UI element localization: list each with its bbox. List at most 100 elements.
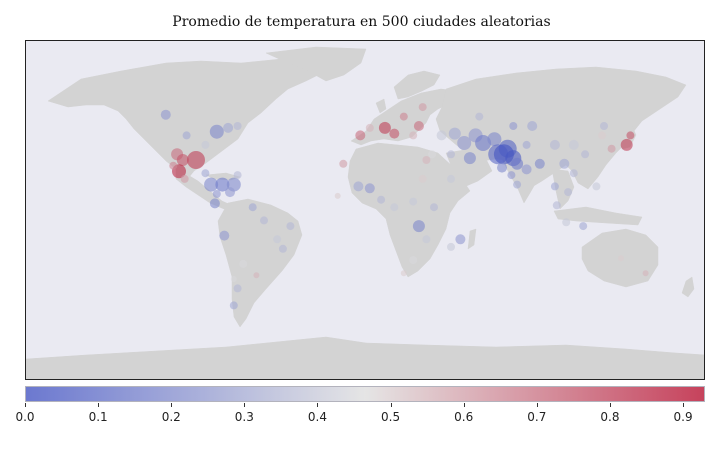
land-madagascar	[467, 228, 477, 250]
city-point	[339, 159, 348, 168]
city-point	[180, 174, 189, 183]
city-point	[448, 127, 461, 140]
colorbar-tick-label: 0.0	[15, 410, 35, 424]
city-point	[230, 276, 237, 282]
city-point	[413, 121, 424, 131]
land-africa	[347, 142, 471, 278]
colorbar-tick	[98, 403, 100, 407]
city-point	[487, 132, 502, 147]
city-point	[562, 218, 571, 227]
city-point	[521, 164, 532, 175]
city-point	[564, 188, 573, 197]
colorbar-tick	[536, 403, 538, 407]
city-point	[204, 177, 219, 192]
city-point	[534, 158, 545, 169]
city-point	[447, 150, 455, 159]
city-point	[447, 174, 455, 183]
colorbar-tick-label: 0.9	[673, 410, 693, 424]
land-arabia	[445, 148, 493, 188]
colorbar-tick-label: 0.5	[381, 410, 401, 424]
world-map	[26, 41, 704, 379]
colorbar-tick	[463, 403, 465, 407]
city-point	[626, 131, 635, 140]
colorbar-tick	[683, 403, 685, 407]
city-point	[409, 131, 418, 140]
city-point	[418, 103, 427, 112]
city-point	[364, 183, 375, 194]
city-point	[176, 154, 189, 166]
city-point	[455, 234, 466, 245]
city-point	[187, 151, 205, 169]
city-point	[527, 121, 538, 131]
city-point	[209, 124, 224, 139]
colorbar-tick	[171, 403, 173, 407]
colorbar-tick-label: 0.2	[161, 410, 181, 424]
city-point	[278, 244, 287, 253]
city-point	[233, 171, 242, 180]
city-point	[233, 122, 242, 130]
colorbar-tick	[25, 403, 26, 407]
city-point	[509, 122, 518, 130]
city-point	[219, 230, 230, 241]
city-point	[581, 150, 590, 159]
city-point	[390, 203, 399, 212]
city-point	[552, 201, 561, 210]
city-point	[334, 192, 341, 199]
map-frame	[25, 40, 705, 380]
city-point	[436, 130, 447, 141]
city-point	[233, 284, 242, 293]
city-point	[418, 174, 427, 183]
colorbar-tick-label: 0.7	[527, 410, 547, 424]
land-greenland	[265, 46, 367, 82]
city-point	[511, 157, 524, 170]
map-title: Promedio de temperatura en 500 ciudades …	[172, 14, 551, 30]
city-point	[568, 139, 579, 150]
colorbar-tick	[244, 403, 246, 407]
land-south-america	[217, 198, 303, 328]
city-point	[475, 112, 484, 121]
colorbar-tick-label: 0.6	[454, 410, 474, 424]
city-point	[475, 135, 492, 151]
city-point	[422, 235, 431, 244]
city-point	[225, 187, 235, 198]
city-point	[253, 272, 260, 279]
city-point	[422, 156, 431, 164]
city-point	[620, 138, 633, 151]
city-point	[579, 222, 588, 231]
colorbar-ticks: 0.0 0.1 0.2 0.3 0.4 0.5 0.6 0.7 0.8 0.9	[0, 403, 723, 433]
city-point	[497, 162, 507, 173]
city-point	[463, 152, 476, 165]
city-point	[550, 182, 559, 191]
city-point	[286, 222, 295, 231]
city-point	[569, 169, 578, 178]
city-point	[239, 259, 248, 268]
city-point	[399, 112, 408, 121]
city-point	[559, 158, 570, 169]
city-point	[507, 171, 516, 180]
city-point	[182, 131, 191, 140]
city-point	[365, 123, 374, 132]
city-point	[223, 122, 234, 133]
city-point	[598, 131, 607, 140]
land-north-america	[47, 58, 327, 182]
city-point	[201, 169, 210, 178]
city-point	[409, 197, 418, 206]
city-point	[273, 235, 282, 244]
city-point	[493, 144, 514, 165]
city-points	[160, 103, 649, 310]
land-southeast-asia	[551, 168, 575, 210]
city-point	[212, 190, 221, 198]
city-point	[229, 301, 238, 310]
city-point	[549, 139, 560, 150]
city-point	[430, 203, 438, 212]
city-point	[378, 121, 391, 134]
colorbar-tick-label: 0.3	[234, 410, 254, 424]
city-point	[353, 181, 364, 192]
city-point	[600, 122, 608, 130]
land-india	[501, 156, 543, 204]
colorbar-tick-label: 0.1	[88, 410, 108, 424]
city-point	[169, 161, 178, 170]
city-point	[513, 180, 522, 189]
city-point	[201, 140, 210, 149]
colorbar-tick-label: 0.8	[600, 410, 620, 424]
